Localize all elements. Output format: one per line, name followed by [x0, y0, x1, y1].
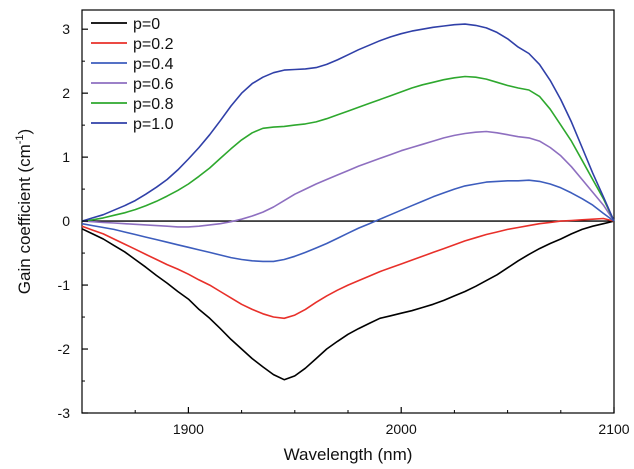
y-axis-title-main: Gain coefficient (cm: [15, 144, 34, 294]
series-line-0: [81, 220, 615, 381]
series-line-3: [81, 130, 615, 228]
y-tick-label: 0: [62, 213, 70, 229]
y-axis-title: Gain coefficient (cm-1): [14, 129, 34, 294]
legend-label-2: p=0.4: [133, 56, 174, 73]
x-tick-label: 1900: [173, 421, 204, 437]
y-tick-label: 2: [62, 85, 70, 101]
y-tick-label: -2: [58, 341, 71, 357]
y-axis-ticks: -3 -2 -1 0 1 2 3: [58, 21, 88, 421]
legend-label-3: p=0.6: [133, 76, 174, 93]
y-tick-label: -3: [58, 405, 71, 421]
series-layer: [81, 23, 615, 381]
x-axis-title: Wavelength (nm): [284, 445, 413, 464]
series-line-1: [81, 217, 615, 320]
legend: p=0 p=0.2 p=0.4 p=0.6 p=0.8 p=1.0: [91, 16, 174, 133]
legend-label-5: p=1.0: [133, 116, 174, 133]
series-line-2: [81, 179, 615, 263]
x-tick-label: 2000: [386, 421, 417, 437]
x-axis-ticks: 1900 2000 2100: [81, 407, 630, 437]
plot-area: 1900 2000 2100 -3 -2 -1 0 1 2 3: [58, 9, 630, 437]
y-axis-title-close: ): [15, 129, 34, 135]
x-tick-label: 2100: [598, 421, 629, 437]
y-tick-label: 3: [62, 21, 70, 37]
y-tick-label: 1: [62, 149, 70, 165]
series-line-4: [81, 75, 615, 222]
legend-label-1: p=0.2: [133, 36, 174, 53]
legend-label-0: p=0: [133, 16, 160, 33]
legend-label-4: p=0.8: [133, 96, 174, 113]
y-tick-label: -1: [58, 277, 71, 293]
series-line-5: [81, 23, 615, 222]
y-axis-title-superscript: -1: [14, 134, 26, 144]
